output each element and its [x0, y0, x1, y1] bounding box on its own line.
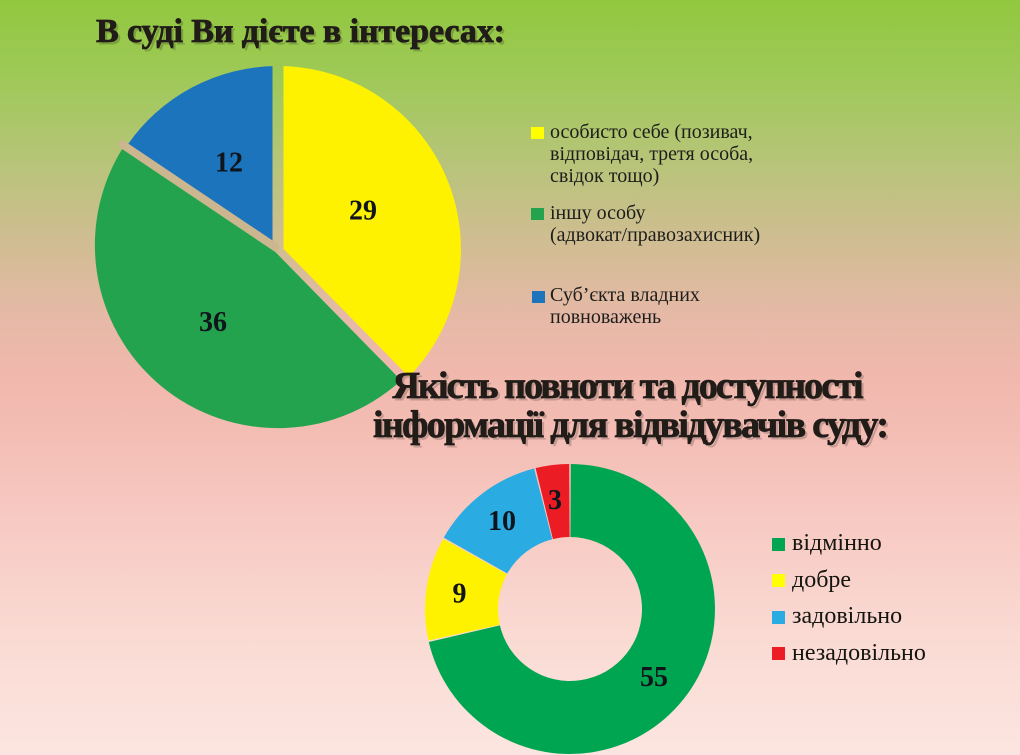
svg-text:29: 29	[349, 196, 377, 227]
svg-text:3: 3	[548, 485, 562, 516]
svg-text:повноважень: повноважень	[550, 306, 661, 328]
svg-text:особисто себе (позивач,: особисто себе (позивач,	[550, 121, 753, 143]
svg-text:Суб’єкта владних: Суб’єкта владних	[550, 284, 700, 306]
svg-text:Якість повноти та доступності: Якість повноти та доступності	[395, 368, 866, 410]
svg-text:відповідач, третя особа,: відповідач, третя особа,	[550, 143, 753, 165]
svg-text:9: 9	[453, 579, 467, 610]
svg-text:12: 12	[215, 148, 243, 179]
svg-text:інформації для відвідувачів с: інформації для відвідувачів суду:	[376, 407, 892, 449]
svg-text:задовільно: задовільно	[792, 603, 902, 629]
svg-text:36: 36	[199, 307, 227, 338]
svg-text:добре: добре	[792, 567, 851, 593]
svg-text:55: 55	[640, 662, 668, 693]
svg-text:іншу особу: іншу особу	[550, 202, 645, 224]
svg-text:Якість повноти та доступності: Якість повноти та доступності	[393, 365, 864, 407]
svg-text:свідок тощо): свідок тощо)	[550, 165, 659, 187]
svg-text:В суді Ви дієте в інтересах:: В суді Ви дієте в інтересах:	[99, 16, 508, 53]
svg-text:(адвокат/правозахисник): (адвокат/правозахисник)	[550, 224, 760, 246]
svg-text:В суді Ви дієте в інтересах:: В суді Ви дієте в інтересах:	[96, 13, 505, 50]
svg-text:незадовільно: незадовільно	[792, 640, 926, 666]
svg-text:10: 10	[488, 506, 516, 537]
svg-text:інформації для відвідувачів с: інформації для відвідувачів суду:	[373, 404, 889, 446]
svg-text:відмінно: відмінно	[792, 530, 882, 556]
